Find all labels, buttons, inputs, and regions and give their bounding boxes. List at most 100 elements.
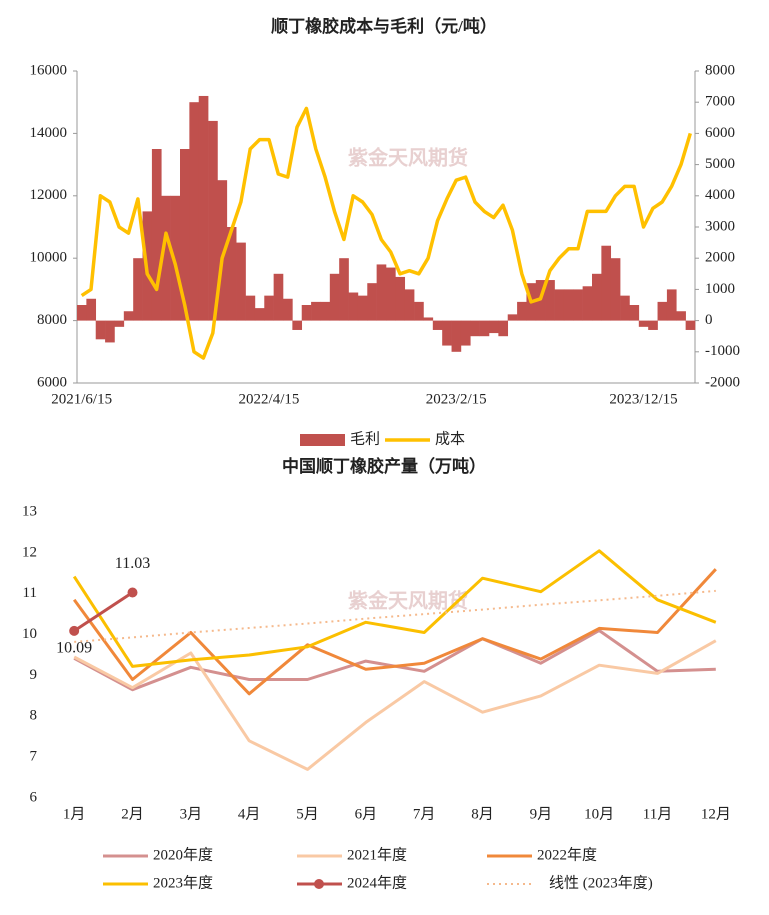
line — [73, 591, 134, 633]
chart-title: 顺丁橡胶成本与毛利（元/吨） — [271, 16, 497, 36]
bar — [86, 298, 97, 321]
bar — [339, 258, 349, 321]
bar — [554, 289, 565, 321]
y2-tick-label: -2000 — [705, 374, 740, 390]
bar — [386, 267, 396, 321]
legend-label: 成本 — [435, 430, 465, 447]
y2-tick-label: 6000 — [705, 125, 735, 141]
bar — [629, 305, 640, 321]
bar — [395, 276, 406, 321]
bar — [685, 320, 696, 330]
y-tick-label: 10000 — [30, 250, 68, 266]
y2-tick-label: 4000 — [705, 187, 735, 203]
y-tick-label: 10 — [22, 626, 37, 642]
legend-marker — [314, 879, 324, 889]
bar — [638, 320, 649, 327]
y-tick-label: 7 — [30, 749, 38, 765]
bar — [283, 298, 293, 321]
y2-tick-label: 0 — [705, 312, 713, 328]
line — [72, 549, 717, 668]
bar — [254, 308, 265, 321]
line — [73, 629, 716, 692]
bar — [479, 320, 490, 337]
x-tick-label: 10月 — [584, 806, 614, 822]
bar — [676, 311, 686, 321]
bar — [582, 286, 593, 321]
bar — [198, 95, 209, 321]
legend-label: 2021年度 — [347, 846, 407, 863]
y-tick-label: 6 — [30, 789, 38, 805]
x-tick-label: 12月 — [701, 806, 731, 822]
bar — [404, 289, 415, 321]
y-tick-label: 12 — [22, 544, 37, 560]
bar — [151, 149, 162, 321]
bar — [376, 264, 387, 321]
y-tick-label: 12000 — [30, 187, 68, 203]
y-tick-label: 8 — [30, 708, 38, 724]
legend-label: 2022年度 — [537, 846, 597, 863]
y-tick-label: 13 — [22, 503, 37, 519]
x-tick-label: 9月 — [530, 806, 553, 822]
bar — [236, 242, 246, 321]
bar — [620, 295, 630, 321]
legend-label: 2023年度 — [153, 874, 213, 891]
bar — [610, 258, 621, 321]
line — [72, 568, 717, 696]
watermark: 紫金天风期货 — [348, 146, 468, 170]
bar — [311, 301, 321, 321]
bar — [357, 295, 368, 321]
bar — [498, 320, 509, 337]
bar — [451, 320, 462, 352]
y2-tick-label: 2000 — [705, 250, 735, 266]
bar — [507, 314, 518, 321]
y-tick-label: 8000 — [37, 312, 67, 328]
x-tick-label: 7月 — [413, 806, 436, 822]
bar — [292, 320, 303, 330]
legend-label: 毛利 — [350, 430, 380, 447]
bar — [460, 320, 471, 346]
x-tick-label: 11月 — [643, 806, 672, 822]
bar — [77, 305, 87, 321]
bar — [320, 301, 331, 321]
y2-tick-label: 3000 — [705, 218, 735, 234]
bar — [423, 317, 434, 321]
bar — [170, 195, 181, 321]
y2-tick-label: -1000 — [705, 343, 740, 359]
x-tick-label: 5月 — [296, 806, 319, 822]
x-tick-label: 2023/12/15 — [609, 391, 677, 407]
x-tick-label: 2021/6/15 — [51, 391, 112, 407]
bar — [666, 289, 677, 321]
x-tick-label: 6月 — [355, 806, 378, 822]
data-label: 11.03 — [115, 555, 150, 572]
y-tick-label: 16000 — [30, 62, 68, 78]
bar — [657, 301, 668, 321]
bar — [245, 295, 256, 321]
y2-tick-label: 8000 — [705, 62, 735, 78]
bar — [180, 149, 190, 321]
bar — [367, 283, 377, 321]
legend-swatch — [300, 434, 345, 446]
x-tick-label: 2023/2/15 — [426, 391, 487, 407]
y-tick-label: 9 — [30, 667, 38, 683]
line — [73, 639, 717, 771]
bar — [329, 273, 340, 321]
bar — [105, 320, 115, 343]
x-tick-label: 4月 — [238, 806, 261, 822]
bar — [217, 180, 228, 321]
bar — [348, 292, 359, 321]
legend-label: 2024年度 — [347, 874, 407, 891]
bar — [301, 305, 312, 321]
bar — [226, 227, 237, 321]
y-tick-label: 14000 — [30, 125, 68, 141]
bar — [601, 245, 612, 321]
bar — [95, 320, 106, 340]
legend-label: 2020年度 — [153, 846, 213, 863]
bar — [414, 301, 424, 321]
bar — [517, 301, 527, 321]
bar — [273, 273, 284, 321]
bar — [489, 320, 499, 334]
x-tick-label: 8月 — [471, 806, 494, 822]
bar — [114, 320, 125, 327]
bar — [133, 258, 143, 321]
point — [69, 625, 80, 636]
